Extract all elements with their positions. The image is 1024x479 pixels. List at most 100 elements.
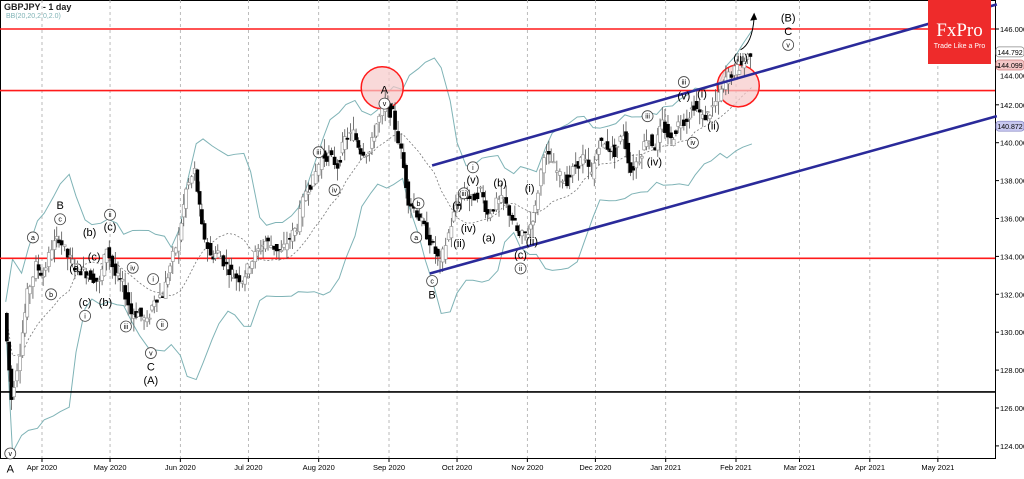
- wave-label: (v): [677, 90, 690, 102]
- wave-label-group: (ii): [707, 121, 719, 133]
- x-tick-label-group: May 2021: [921, 463, 954, 472]
- candle-body: [94, 277, 99, 282]
- candle: [669, 126, 673, 145]
- candle: [404, 163, 408, 199]
- wave-label-group: B: [56, 200, 63, 212]
- x-tick-label-group: Aug 2020: [303, 463, 335, 472]
- candle: [250, 260, 255, 274]
- candle-body: [640, 156, 644, 159]
- candle-body: [145, 317, 149, 323]
- candle: [31, 275, 35, 299]
- candle: [145, 310, 149, 328]
- candle-body: [687, 117, 692, 120]
- candle: [181, 194, 186, 227]
- x-tick-label-group: Jul 2020: [234, 463, 262, 472]
- candle-body: [745, 53, 750, 60]
- candle: [372, 125, 377, 149]
- candle: [650, 133, 654, 148]
- wave-label-group: iv: [126, 261, 139, 274]
- y-tick-label-group: 134.000: [1000, 252, 1024, 261]
- candle-body: [274, 244, 279, 252]
- candle: [526, 225, 530, 240]
- y-tick-label: 128.000: [1000, 366, 1024, 375]
- candle-body: [396, 131, 400, 144]
- candle-body: [218, 256, 223, 259]
- wave-label: ii: [108, 212, 112, 219]
- wave-label-group: iv: [328, 184, 341, 196]
- y-tick-label: 136.000: [1000, 215, 1024, 224]
- candle: [507, 204, 512, 227]
- candle: [324, 151, 329, 166]
- y-tick-label-group: 130.000: [1000, 328, 1024, 337]
- wave-label-group: v: [378, 97, 391, 110]
- wave-label: v: [149, 351, 153, 358]
- candle-body: [483, 200, 488, 213]
- candle-body: [440, 248, 445, 263]
- candle-body: [70, 259, 75, 265]
- candle-body: [685, 118, 689, 122]
- candle-body: [9, 368, 14, 400]
- candle-body: [277, 249, 281, 251]
- candle-body: [547, 150, 551, 155]
- wave-label: iv: [130, 265, 136, 272]
- candle: [297, 200, 302, 236]
- candle-body: [364, 155, 369, 157]
- candle: [43, 262, 48, 277]
- candle-body: [147, 317, 152, 320]
- price-label-box: [995, 120, 1024, 132]
- candle-body: [674, 130, 678, 135]
- wave-label-group: v: [782, 38, 795, 51]
- candle-body: [669, 132, 673, 139]
- candle-body: [195, 169, 200, 192]
- candle-body: [62, 244, 67, 247]
- candle: [748, 52, 753, 69]
- wave-label-group: (iv): [461, 223, 476, 235]
- candle: [356, 137, 361, 150]
- candle-body: [737, 70, 742, 75]
- candle-body: [297, 208, 302, 233]
- candle: [147, 313, 152, 325]
- candle: [513, 205, 517, 221]
- candle: [515, 222, 519, 233]
- candle-body: [329, 150, 334, 155]
- candle: [634, 156, 639, 179]
- candle-body: [173, 247, 178, 254]
- candle-body: [342, 136, 347, 150]
- wave-label-circle: [312, 146, 325, 159]
- candle-body: [78, 271, 83, 276]
- logo-brand: FxPro: [936, 20, 983, 41]
- x-tick-label-group: Dec 2020: [579, 463, 611, 472]
- y-tick-label-group: 128.000: [1000, 366, 1024, 375]
- candle-body: [110, 255, 115, 268]
- candle: [303, 180, 308, 202]
- wave-label: b: [417, 201, 421, 208]
- price-label: 144.792: [995, 46, 1024, 58]
- candle: [259, 240, 263, 255]
- candle: [195, 168, 200, 194]
- bollinger-lower-band: [5, 143, 753, 455]
- wave-label-circle: [45, 288, 57, 301]
- wave-label: C: [784, 26, 792, 38]
- candle: [478, 185, 483, 193]
- candle: [158, 283, 162, 299]
- candle: [674, 129, 678, 137]
- wave-label: (i): [525, 183, 535, 195]
- x-tick-label: Mar 2021: [784, 463, 816, 472]
- wave-label: (c): [514, 250, 527, 262]
- candle-body: [126, 292, 131, 306]
- wave-label-group: b: [412, 197, 425, 210]
- candle-body: [488, 213, 493, 219]
- wave-label: c: [430, 279, 434, 286]
- candle: [536, 190, 540, 216]
- candle-body: [567, 174, 572, 178]
- candle-body: [618, 136, 623, 142]
- wave-label-group: B: [428, 289, 435, 301]
- candle-body: [735, 64, 739, 75]
- candle: [703, 105, 708, 121]
- wave-label: (ii): [526, 236, 538, 248]
- wave-label-group: c: [426, 275, 438, 287]
- candle-body: [526, 234, 530, 239]
- wave-label-group: i: [147, 273, 160, 286]
- channel-line: [431, 3, 998, 167]
- candle-body: [247, 267, 252, 275]
